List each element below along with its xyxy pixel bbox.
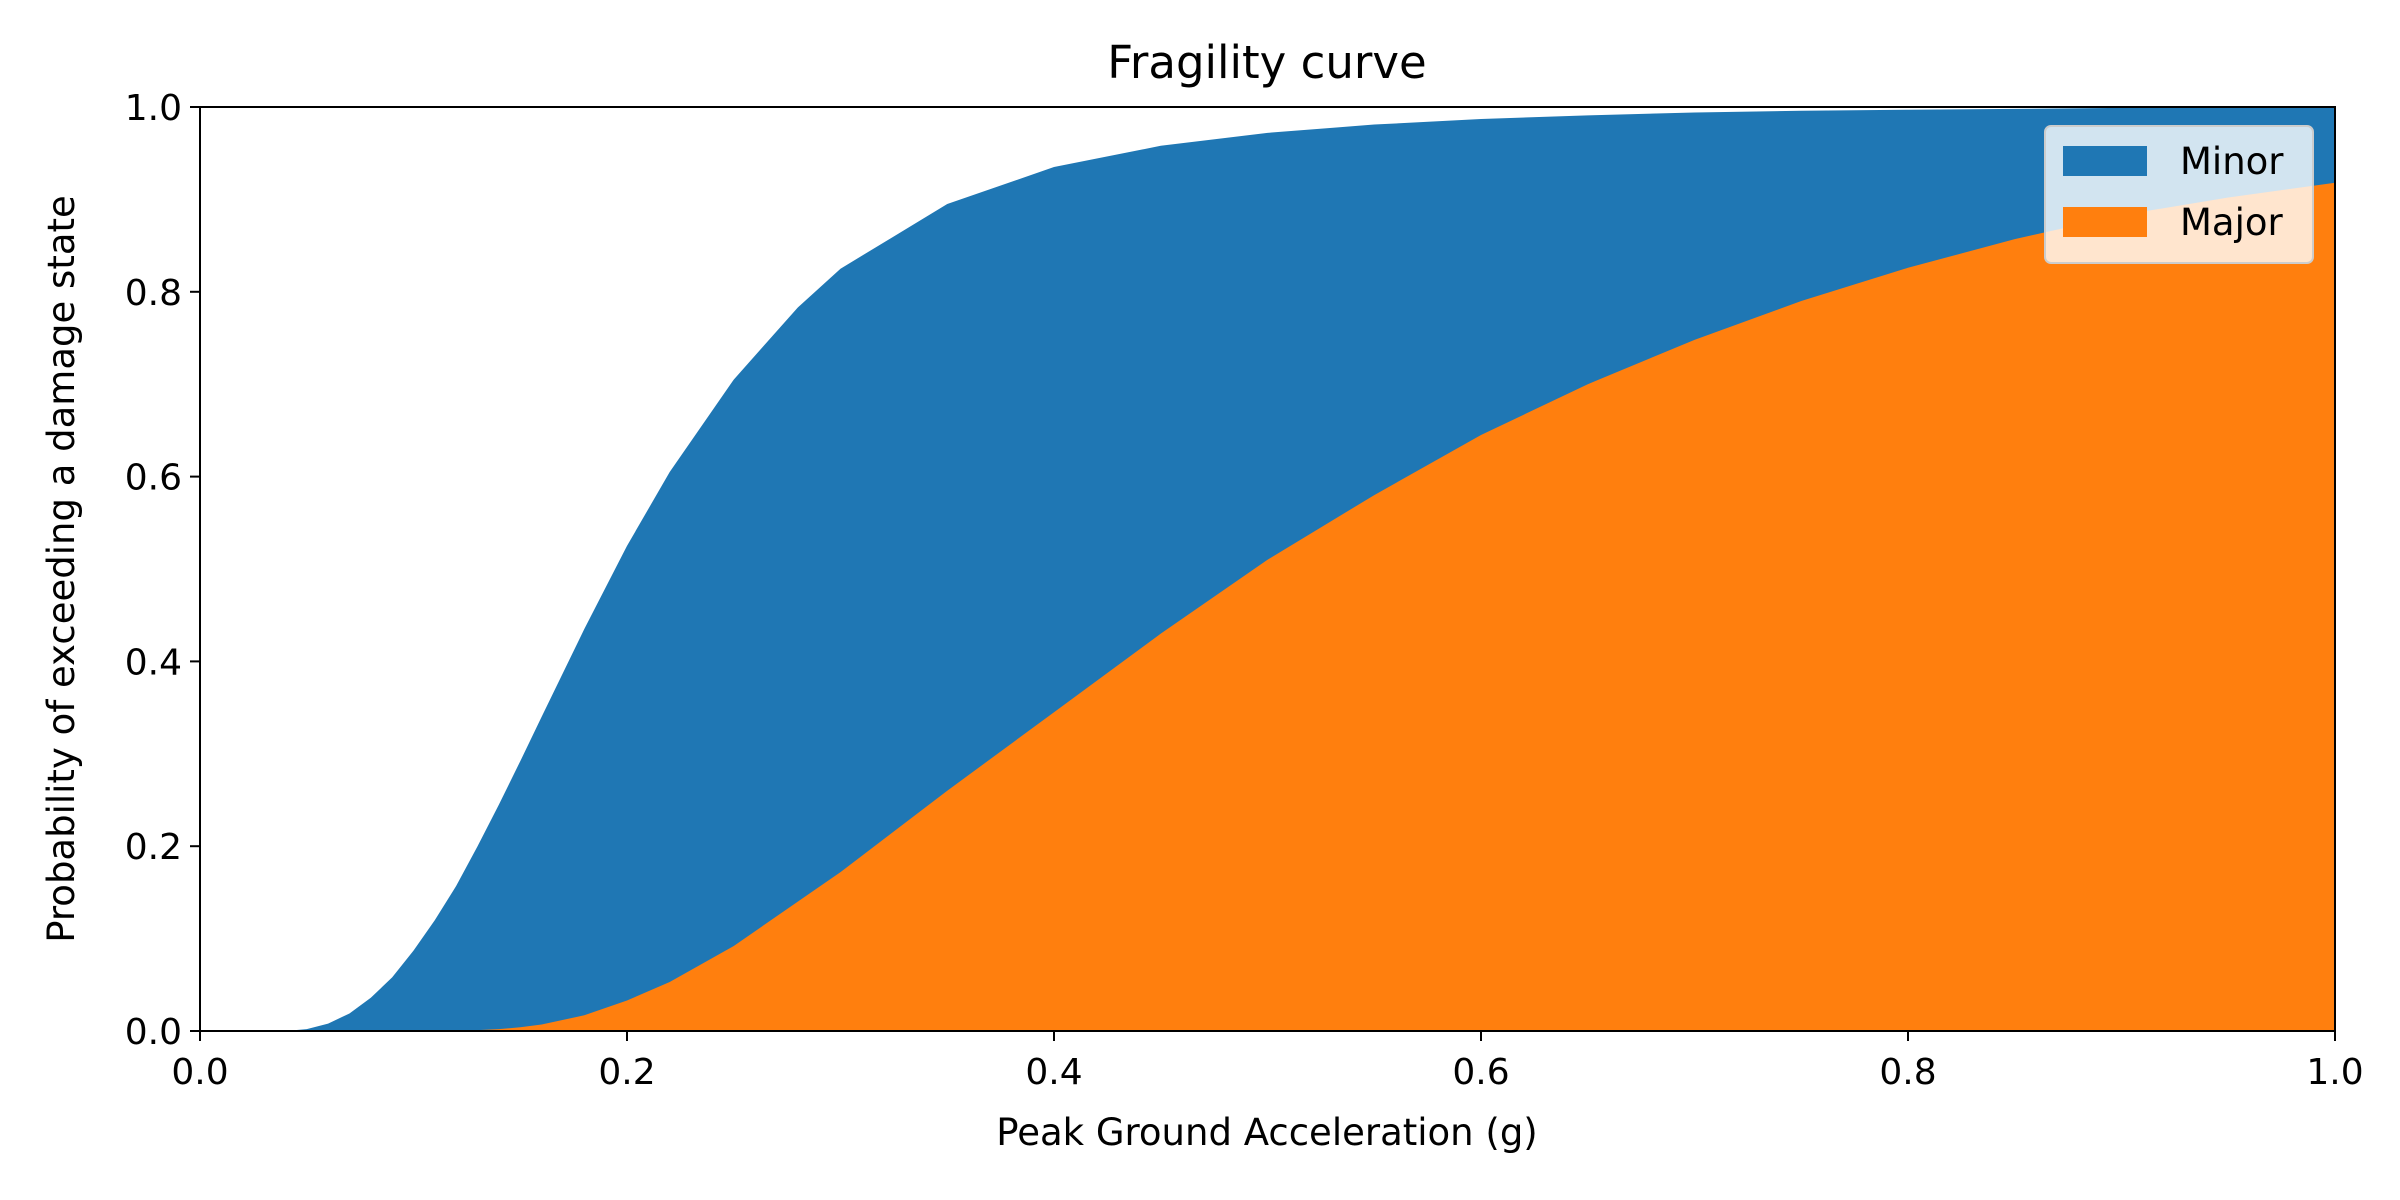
legend-swatch-major	[2063, 207, 2147, 237]
x-axis-ticks: 0.0 0.2 0.4 0.6 0.8 1.0	[171, 1031, 2364, 1093]
plot-frame	[199, 106, 2336, 1032]
y-tick-label: 0.6	[125, 458, 182, 499]
y-tick-label: 0.0	[125, 1012, 182, 1053]
legend-label-major: Major	[2180, 201, 2284, 244]
area-series-group	[200, 107, 2335, 1031]
x-tick-label: 0.4	[1025, 1052, 1082, 1093]
x-tick-label: 0.8	[1879, 1052, 1936, 1093]
y-axis-ticks: 0.0 0.2 0.4 0.6 0.8 1.0	[125, 88, 200, 1053]
y-axis-label: Probability of exceeding a damage state	[40, 195, 83, 943]
x-tick-label: 0.6	[1452, 1052, 1509, 1093]
legend-swatch-minor	[2063, 146, 2147, 176]
legend-label-minor: Minor	[2180, 140, 2284, 183]
x-tick-label: 0.2	[598, 1052, 655, 1093]
x-axis-label: Peak Ground Acceleration (g)	[996, 1111, 1538, 1154]
x-tick-label: 1.0	[2306, 1052, 2363, 1093]
y-tick-label: 1.0	[125, 88, 182, 129]
chart-title: Fragility curve	[1107, 36, 1426, 89]
y-tick-label: 0.8	[125, 273, 182, 314]
y-tick-label: 0.4	[125, 642, 182, 683]
area-major	[200, 182, 2335, 1031]
x-tick-label: 0.0	[171, 1052, 228, 1093]
y-tick-label: 0.2	[125, 827, 182, 868]
legend: Minor Major	[2044, 125, 2314, 264]
